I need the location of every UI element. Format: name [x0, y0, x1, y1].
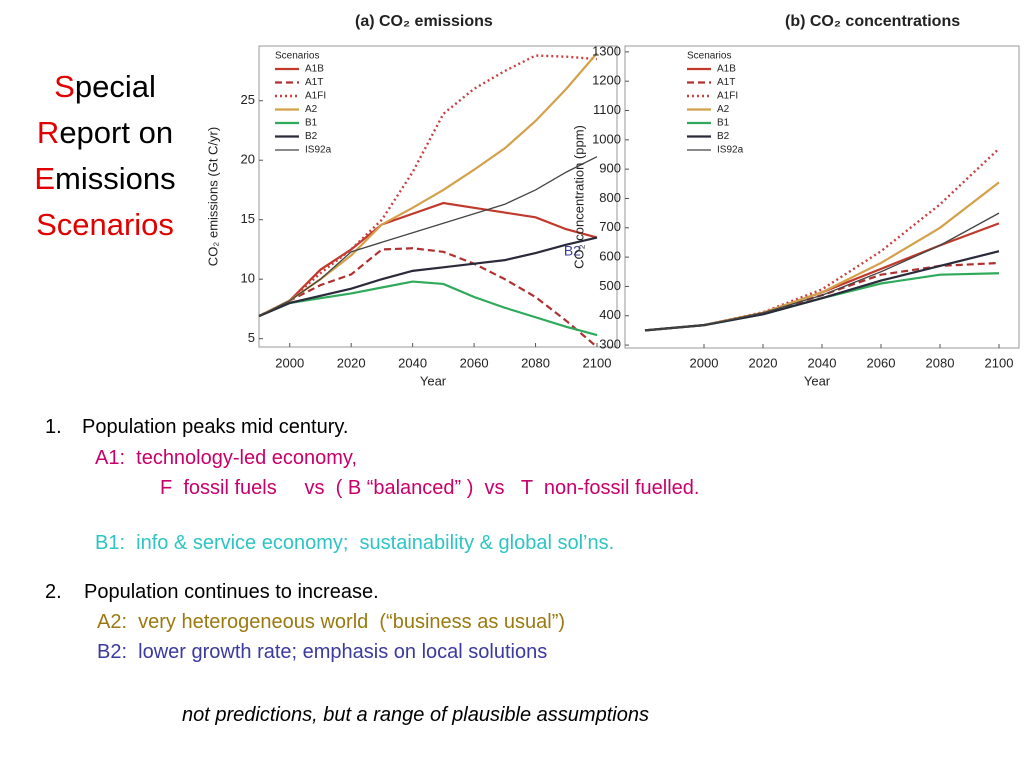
legend-label: B2	[305, 131, 318, 142]
y-tick-label: 5	[248, 330, 255, 345]
series-line	[644, 181, 1000, 332]
series-line	[644, 147, 1000, 332]
item-number: 2.	[45, 581, 62, 603]
sub-item: B2: lower growth rate; emphasis on local…	[97, 641, 548, 663]
y-tick-label: 900	[599, 161, 621, 176]
x-tick-label: 2040	[398, 355, 427, 370]
y-tick-label: 700	[599, 219, 621, 234]
legend-label: A1T	[717, 77, 735, 88]
x-tick-label: 2100	[583, 355, 612, 370]
series-line	[258, 247, 598, 348]
x-tick-label: 2020	[749, 355, 778, 370]
legend-label: A1T	[305, 77, 323, 88]
y-tick-label: 15	[241, 211, 255, 226]
x-axis-label: Year	[804, 373, 831, 388]
series-line	[644, 250, 1000, 332]
series-line	[258, 54, 598, 318]
plot-frame	[624, 45, 1020, 349]
x-tick-label: 2060	[867, 355, 896, 370]
y-tick-label: 500	[599, 278, 621, 293]
legend-label: IS92a	[305, 145, 332, 156]
annotation: B2	[564, 243, 581, 259]
legend-label: A1B	[717, 64, 736, 75]
y-tick-label: 400	[599, 307, 621, 322]
title-line: Report on	[10, 110, 200, 156]
title-line: Scenarios	[10, 202, 200, 248]
series-line	[258, 236, 598, 318]
y-tick-label: 300	[599, 337, 621, 352]
series-line	[644, 212, 1000, 332]
legend-label: A2	[717, 104, 730, 115]
y-tick-label: 1000	[592, 131, 621, 146]
legend-title: Scenarios	[275, 51, 319, 62]
x-tick-label: 2000	[690, 355, 719, 370]
legend-label: B2	[717, 131, 730, 142]
title-line: Special	[10, 64, 200, 110]
legend-label: B1	[717, 118, 730, 129]
series-line	[258, 156, 598, 317]
sub-item: B1: info & service economy; sustainabili…	[95, 532, 615, 554]
legend-title: Scenarios	[687, 51, 731, 62]
y-tick-label: 25	[241, 92, 255, 107]
y-tick-label: 20	[241, 152, 255, 167]
title-initial: S	[54, 69, 75, 104]
sub-item: A1: technology-led economy,	[95, 447, 358, 469]
chart-title: (b) CO₂ concentrations	[785, 13, 960, 30]
y-tick-label: 1100	[593, 102, 621, 117]
chart-title: (a) CO₂ emissions	[355, 13, 493, 30]
legend-label: A2	[305, 104, 318, 115]
series-line	[644, 222, 1000, 332]
y-tick-label: 10	[241, 271, 255, 286]
plot-frame	[258, 45, 618, 348]
y-tick-label: 800	[599, 190, 621, 205]
legend-label: IS92a	[717, 145, 744, 156]
series-line	[644, 261, 1000, 332]
x-tick-label: 2020	[337, 355, 366, 370]
x-tick-label: 2000	[275, 355, 304, 370]
y-tick-label: 1300	[592, 43, 621, 58]
y-axis-label: CO₂ concentration (ppm)	[571, 125, 586, 269]
y-tick-label: 600	[599, 249, 621, 264]
series-line	[258, 201, 598, 318]
item-text: Population peaks mid century.	[82, 416, 349, 438]
legend-label: A1FI	[717, 91, 738, 102]
title-rest: missions	[55, 161, 176, 196]
sub-item: A2: very heterogeneous world (“business …	[97, 611, 566, 633]
x-tick-label: 2040	[808, 355, 837, 370]
y-axis-label: CO₂ emissions (Gt C/yr)	[205, 127, 220, 266]
title-rest: eport on	[59, 115, 174, 150]
series-line	[644, 272, 1000, 332]
legend-label: A1B	[305, 64, 324, 75]
x-tick-label: 2080	[521, 355, 550, 370]
title-initial: R	[36, 115, 60, 150]
title-rest: Scenarios	[36, 207, 174, 242]
x-tick-label: 2080	[926, 355, 955, 370]
legend-label: B1	[305, 118, 318, 129]
x-tick-label: 2100	[985, 355, 1014, 370]
x-axis-label: Year	[420, 373, 447, 388]
item-text: Population continues to increase.	[84, 581, 379, 603]
title-line: Emissions	[10, 156, 200, 202]
sub-item: F fossil fuels vs ( B “balanced” ) vs T …	[160, 477, 700, 499]
series-line	[258, 280, 598, 337]
legend-label: A1FI	[305, 91, 326, 102]
title-initial: E	[34, 161, 56, 196]
title-rest: pecial	[74, 69, 156, 104]
charts: (a) CO₂ emissions Year CO₂ emissions (Gt C…	[205, 13, 1020, 388]
footer: not predictions, but a range of plausibl…	[182, 704, 649, 726]
y-tick-label: 1200	[592, 73, 621, 88]
x-tick-label: 2060	[460, 355, 489, 370]
item-number: 1.	[45, 416, 62, 438]
